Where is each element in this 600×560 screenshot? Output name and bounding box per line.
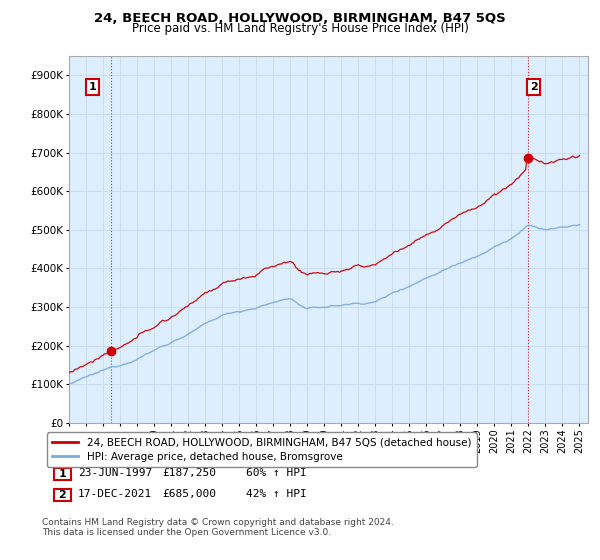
Text: £187,250: £187,250 xyxy=(162,468,216,478)
Text: 23-JUN-1997: 23-JUN-1997 xyxy=(78,468,152,478)
Text: 60% ↑ HPI: 60% ↑ HPI xyxy=(246,468,307,478)
Text: £685,000: £685,000 xyxy=(162,489,216,499)
Text: 2: 2 xyxy=(530,82,538,92)
Text: 1: 1 xyxy=(89,82,97,92)
Legend: 24, BEECH ROAD, HOLLYWOOD, BIRMINGHAM, B47 5QS (detached house), HPI: Average pr: 24, BEECH ROAD, HOLLYWOOD, BIRMINGHAM, B… xyxy=(47,432,476,467)
Text: 24, BEECH ROAD, HOLLYWOOD, BIRMINGHAM, B47 5QS: 24, BEECH ROAD, HOLLYWOOD, BIRMINGHAM, B… xyxy=(94,12,506,25)
Text: 2: 2 xyxy=(59,490,66,500)
Text: Price paid vs. HM Land Registry's House Price Index (HPI): Price paid vs. HM Land Registry's House … xyxy=(131,22,469,35)
Text: 17-DEC-2021: 17-DEC-2021 xyxy=(78,489,152,499)
Text: 42% ↑ HPI: 42% ↑ HPI xyxy=(246,489,307,499)
Text: Contains HM Land Registry data © Crown copyright and database right 2024.
This d: Contains HM Land Registry data © Crown c… xyxy=(42,518,394,538)
Text: 1: 1 xyxy=(59,469,66,479)
